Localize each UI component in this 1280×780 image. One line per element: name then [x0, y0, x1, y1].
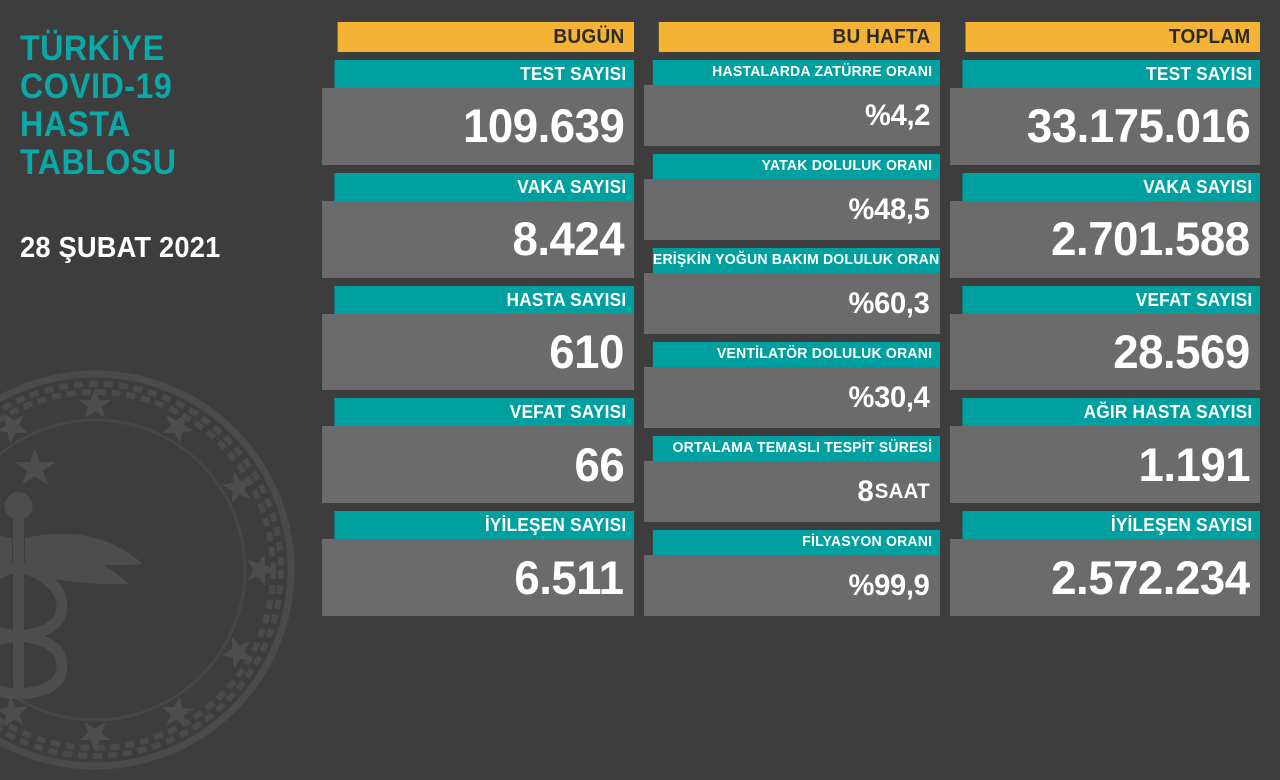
- title-line-1: TÜRKİYE: [20, 29, 165, 68]
- stat-label: VENTİLATÖR DOLULUK ORANI: [652, 342, 940, 367]
- stat-value: 66: [322, 426, 634, 504]
- stat-row: VAKA SAYISI 8.424: [322, 172, 634, 278]
- stat-label: ORTALAMA TEMASLI TESPİT SÜRESİ: [652, 436, 940, 461]
- title-panel: TÜRKİYE COVID-19 HASTA TABLOSU 28 ŞUBAT …: [0, 0, 320, 770]
- stat-label: ERİŞKİN YOĞUN BAKIM DOLULUK ORANI: [652, 248, 940, 273]
- stat-value-text: 109.639: [462, 99, 625, 153]
- stat-row: AĞIR HASTA SAYISI 1.191: [950, 398, 1260, 504]
- stats-columns: BUGÜN TEST SAYISI 109.639 VAKA SAYISI 8.…: [322, 22, 1260, 616]
- stat-value-text: 66: [574, 437, 624, 491]
- rows-today: TEST SAYISI 109.639 VAKA SAYISI 8.424 HA…: [322, 60, 634, 616]
- column-header-today: BUGÜN: [337, 22, 634, 52]
- stat-label: VAKA SAYISI: [334, 172, 634, 201]
- stat-row: ERİŞKİN YOĞUN BAKIM DOLULUK ORANI %60,3: [644, 248, 940, 334]
- stat-label: TEST SAYISI: [334, 60, 634, 88]
- stat-value-text: %99,9: [848, 568, 930, 602]
- stat-value: %48,5: [644, 179, 940, 240]
- stat-value: %99,9: [644, 555, 940, 616]
- title-line-3: HASTA: [20, 105, 131, 144]
- column-total: TOPLAM TEST SAYISI 33.175.016 VAKA SAYIS…: [950, 22, 1260, 616]
- stat-value-text: 610: [549, 324, 624, 378]
- stat-row: VAKA SAYISI 2.701.588: [950, 172, 1260, 278]
- stat-label: VEFAT SAYISI: [334, 398, 634, 427]
- stat-value: %30,4: [644, 367, 940, 428]
- stat-value: 610: [322, 313, 634, 391]
- rows-total: TEST SAYISI 33.175.016 VAKA SAYISI 2.701…: [950, 60, 1260, 616]
- turkish-ministry-of-health-emblem: [0, 370, 295, 770]
- stat-row: FİLYASYON ORANI %99,9: [644, 530, 940, 616]
- stat-value-unit: SAAT: [874, 479, 930, 503]
- stat-label: VAKA SAYISI: [962, 172, 1260, 201]
- stat-row: VEFAT SAYISI 28.569: [950, 285, 1260, 391]
- stat-value-text: 2.701.588: [1051, 212, 1251, 266]
- stat-value-text: 6.511: [514, 550, 625, 604]
- column-today: BUGÜN TEST SAYISI 109.639 VAKA SAYISI 8.…: [322, 22, 634, 616]
- stat-value-text: 8.424: [512, 212, 624, 266]
- column-header-total: TOPLAM: [965, 22, 1260, 52]
- stat-row: HASTALARDA ZATÜRRE ORANI %4,2: [644, 60, 940, 146]
- stat-row: VEFAT SAYISI 66: [322, 398, 634, 504]
- stat-value: %60,3: [644, 273, 940, 334]
- stat-value-text: 2.572.234: [1051, 550, 1251, 604]
- stat-label: FİLYASYON ORANI: [652, 530, 940, 555]
- stat-row: TEST SAYISI 109.639: [322, 60, 634, 165]
- page-title: TÜRKİYE COVID-19 HASTA TABLOSU: [20, 30, 300, 182]
- stat-label: YATAK DOLULUK ORANI: [652, 154, 940, 179]
- stat-label: TEST SAYISI: [962, 60, 1260, 88]
- stat-label: AĞIR HASTA SAYISI: [962, 398, 1260, 427]
- stat-value-text: %4,2: [864, 98, 930, 132]
- stat-row: HASTA SAYISI 610: [322, 285, 634, 391]
- stat-value: 33.175.016: [950, 88, 1260, 165]
- stat-value-text: 1.191: [1138, 437, 1250, 491]
- stat-value: 8 SAAT: [644, 461, 940, 522]
- stat-row: YATAK DOLULUK ORANI %48,5: [644, 154, 940, 240]
- stat-row: VENTİLATÖR DOLULUK ORANI %30,4: [644, 342, 940, 428]
- stat-value: 6.511: [322, 539, 634, 616]
- stat-label: İYİLEŞEN SAYISI: [962, 511, 1260, 540]
- stat-value: 1.191: [950, 426, 1260, 504]
- title-line-4: TABLOSU: [20, 143, 177, 182]
- stat-label: HASTALARDA ZATÜRRE ORANI: [652, 60, 940, 85]
- stat-value-text: %30,4: [848, 380, 930, 414]
- stat-value-text: 28.569: [1113, 324, 1250, 378]
- stat-value-text: 33.175.016: [1026, 99, 1251, 153]
- stat-value: 28.569: [950, 313, 1260, 391]
- stat-value-text: %48,5: [848, 192, 930, 226]
- stat-value: %4,2: [644, 85, 940, 146]
- stat-label: VEFAT SAYISI: [962, 285, 1260, 314]
- column-header-week: BU HAFTA: [658, 22, 940, 52]
- rows-week: HASTALARDA ZATÜRRE ORANI %4,2 YATAK DOLU…: [644, 60, 940, 616]
- stat-value-text: 8: [857, 474, 874, 508]
- stat-value: 109.639: [322, 88, 634, 165]
- covid-dashboard: TÜRKİYE COVID-19 HASTA TABLOSU 28 ŞUBAT …: [0, 0, 1260, 770]
- column-week: BU HAFTA HASTALARDA ZATÜRRE ORANI %4,2 Y…: [644, 22, 940, 616]
- stat-value: 2.701.588: [950, 200, 1260, 278]
- stat-row: İYİLEŞEN SAYISI 2.572.234: [950, 511, 1260, 616]
- report-date: 28 ŞUBAT 2021: [20, 232, 221, 264]
- stat-value: 8.424: [322, 200, 634, 278]
- stat-row: İYİLEŞEN SAYISI 6.511: [322, 511, 634, 616]
- stat-label: HASTA SAYISI: [334, 285, 634, 314]
- stat-label: İYİLEŞEN SAYISI: [334, 511, 634, 540]
- title-line-2: COVID-19: [20, 67, 173, 106]
- stat-value-text: %60,3: [848, 286, 930, 320]
- stat-row: ORTALAMA TEMASLI TESPİT SÜRESİ 8 SAAT: [644, 436, 940, 522]
- stat-value: 2.572.234: [950, 539, 1260, 616]
- stat-row: TEST SAYISI 33.175.016: [950, 60, 1260, 165]
